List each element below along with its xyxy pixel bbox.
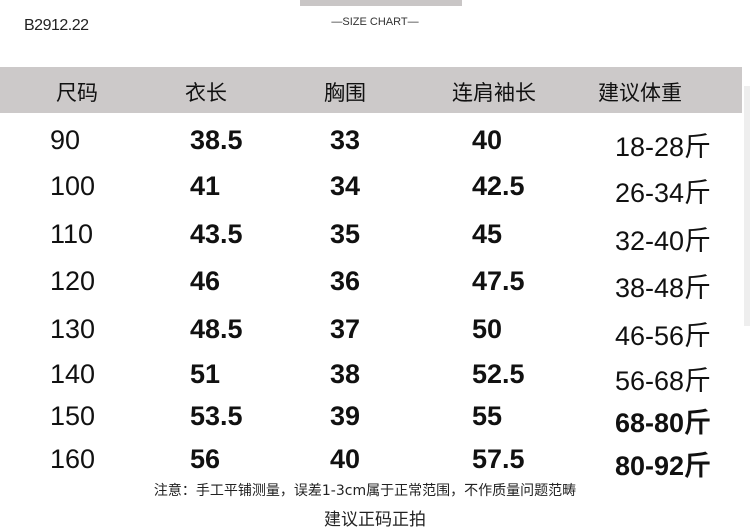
table-cell: 120 bbox=[50, 266, 96, 296]
chart-title: —SIZE CHART— bbox=[331, 16, 419, 28]
table-cell: 68-80斤 bbox=[615, 408, 712, 438]
table-cell: 160 bbox=[50, 444, 96, 474]
table-cell: 18-28斤 bbox=[615, 132, 712, 162]
table-cell: 45 bbox=[472, 219, 503, 249]
header-cell: 衣长 bbox=[185, 81, 227, 105]
table-cell: 56-68斤 bbox=[615, 366, 712, 396]
header-cell: 连肩袖长 bbox=[452, 81, 536, 105]
table-cell: 130 bbox=[50, 314, 96, 344]
measurement-note: 注意：手工平铺测量，误差1-3cm属于正常范围，不作质量问题范畴 bbox=[153, 483, 577, 499]
table-cell: 41 bbox=[190, 171, 221, 201]
table-cell: 40 bbox=[330, 444, 361, 474]
table-cell: 42.5 bbox=[472, 171, 525, 201]
table-cell: 52.5 bbox=[472, 359, 525, 389]
table-cell: 51 bbox=[190, 359, 221, 389]
table-cell: 90 bbox=[50, 125, 81, 155]
header-cell: 建议体重 bbox=[598, 81, 682, 105]
table-cell: 47.5 bbox=[472, 266, 525, 296]
table-cell: 32-40斤 bbox=[615, 226, 712, 256]
table-cell: 36 bbox=[330, 266, 361, 296]
table-cell: 38 bbox=[330, 359, 361, 389]
table-cell: 38-48斤 bbox=[615, 273, 712, 303]
table-cell: 80-92斤 bbox=[615, 451, 712, 481]
table-cell: 57.5 bbox=[472, 444, 525, 474]
table-cell: 100 bbox=[50, 171, 96, 201]
table-cell: 53.5 bbox=[190, 401, 243, 431]
table-cell: 40 bbox=[472, 125, 503, 155]
table-cell: 46-56斤 bbox=[615, 321, 712, 351]
top-decor-bar bbox=[300, 0, 462, 6]
table-cell: 37 bbox=[330, 314, 361, 344]
table-cell: 43.5 bbox=[190, 219, 243, 249]
table-cell: 150 bbox=[50, 401, 96, 431]
table-cell: 35 bbox=[330, 219, 361, 249]
table-cell: 56 bbox=[190, 444, 221, 474]
table-cell: 33 bbox=[330, 125, 361, 155]
table-cell: 55 bbox=[472, 401, 503, 431]
table-cell: 50 bbox=[472, 314, 503, 344]
table-cell: 48.5 bbox=[190, 314, 243, 344]
table-cell: 26-34斤 bbox=[615, 178, 712, 208]
header-cell: 胸围 bbox=[324, 81, 366, 105]
table-cell: 140 bbox=[50, 359, 96, 389]
right-edge-decor bbox=[744, 86, 750, 326]
product-code: B2912.22 bbox=[24, 17, 89, 34]
header-cell: 尺码 bbox=[56, 81, 98, 105]
table-cell: 34 bbox=[330, 171, 361, 201]
table-cell: 39 bbox=[330, 401, 361, 431]
table-header bbox=[0, 67, 742, 113]
recommendation-text: 建议正码正拍 bbox=[324, 510, 426, 530]
table-cell: 38.5 bbox=[190, 125, 243, 155]
table-cell: 46 bbox=[190, 266, 221, 296]
table-cell: 110 bbox=[50, 219, 94, 249]
